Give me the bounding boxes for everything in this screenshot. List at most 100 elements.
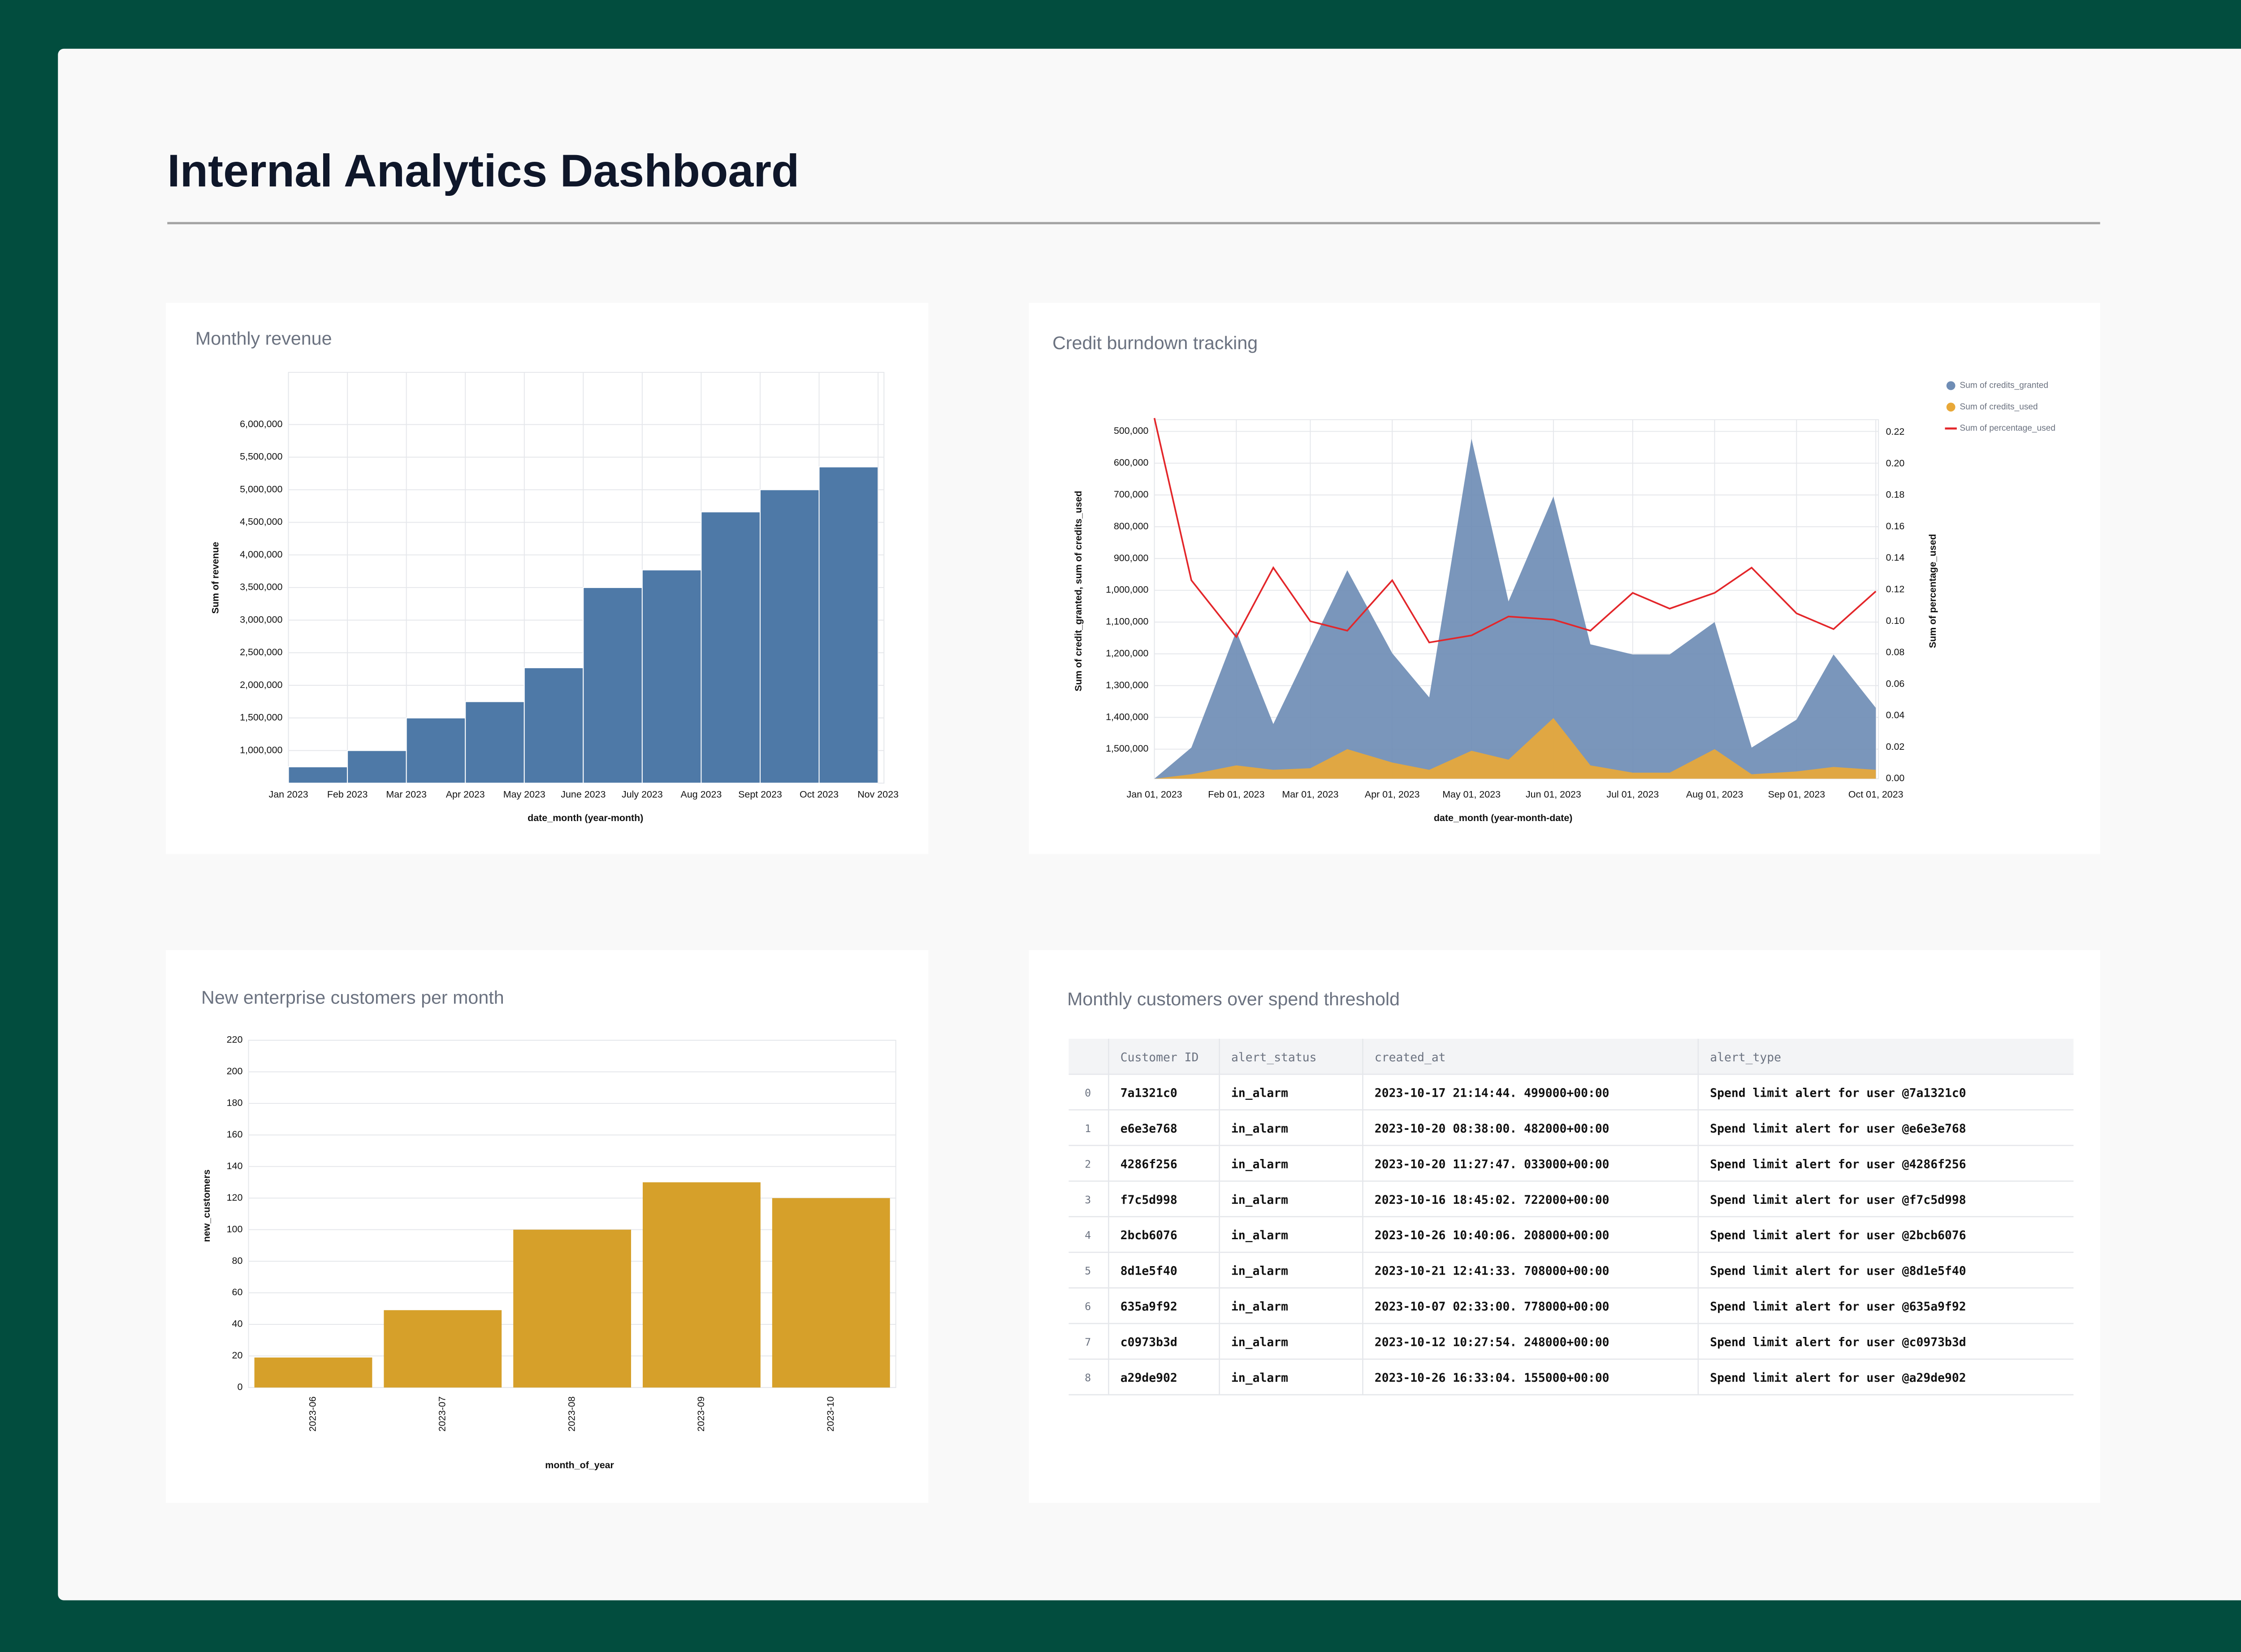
x-tick-label: Feb 2023 (327, 789, 368, 800)
legend-label: Sum of percentage_used (1960, 424, 2055, 433)
y2-tick-label: 0.14 (1886, 552, 1905, 563)
table-title: Monthly customers over spend threshold (1067, 989, 1400, 1009)
column-header: alert_status (1231, 1051, 1316, 1064)
area (1154, 438, 1876, 779)
bar (465, 701, 525, 784)
table-cell: e6e3e768 (1120, 1122, 1177, 1136)
x-tick-label: June 2023 (561, 789, 606, 800)
x-tick-label: Aug 2023 (681, 789, 722, 800)
x-tick-label: Jul 01, 2023 (1606, 789, 1659, 800)
table-cell: in_alarm (1231, 1371, 1288, 1385)
x-tick-label: Jan 01, 2023 (1127, 789, 1182, 800)
y-tick-label: 180 (227, 1098, 243, 1108)
x-tick-label: Jun 01, 2023 (1526, 789, 1581, 800)
y2-tick-label: 0.22 (1886, 426, 1905, 437)
y2-tick-label: 0.04 (1886, 710, 1905, 721)
y-tick-label: 1,000,000 (240, 744, 282, 755)
y2-tick-label: 0.06 (1886, 678, 1905, 689)
row-index: 1 (1085, 1123, 1091, 1135)
x-tick-label: Oct 01, 2023 (1848, 789, 1904, 800)
bar (701, 511, 761, 784)
x-axis-title: month_of_year (545, 1460, 614, 1470)
column-header: created_at (1375, 1051, 1446, 1064)
row-index: 6 (1085, 1301, 1091, 1313)
table-cell: 8d1e5f40 (1120, 1265, 1177, 1278)
table-cell: 2023-10-26 10:40:06. 208000+00:00 (1375, 1229, 1609, 1242)
y-tick-label: 140 (227, 1160, 243, 1171)
area (1154, 718, 1876, 779)
y-tick-label: 500,000 (1114, 425, 1149, 436)
row-index: 4 (1085, 1230, 1091, 1241)
card (1029, 950, 2100, 1503)
legend-swatch (1946, 402, 1955, 412)
y-tick-label: 0 (237, 1382, 242, 1393)
y-tick-label: 160 (227, 1129, 243, 1140)
table-cell: 4286f256 (1120, 1158, 1177, 1171)
y2-tick-label: 0.08 (1886, 647, 1905, 657)
chart-title: New enterprise customers per month (201, 987, 504, 1008)
bar (288, 766, 348, 784)
y-tick-label: 1,300,000 (1106, 679, 1148, 690)
y-tick-label: 900,000 (1114, 553, 1149, 563)
column-header: alert_type (1710, 1051, 1781, 1064)
table-cell: 2bcb6076 (1120, 1229, 1177, 1242)
y-tick-label: 3,500,000 (240, 582, 282, 592)
page-title: Internal Analytics Dashboard (167, 145, 799, 196)
y2-axis-title: Sum of percentage_used (1927, 534, 1938, 648)
x-tick-label: Jan 2023 (269, 789, 308, 800)
table-cell: 2023-10-07 02:33:00. 778000+00:00 (1375, 1300, 1609, 1314)
row-index: 8 (1085, 1372, 1091, 1384)
bar (347, 750, 407, 784)
x-tick-label: 2023-09 (696, 1397, 706, 1432)
y-axis-title: Sum of credit_granted, sum of credits_us… (1073, 491, 1084, 692)
chart-title: Credit burndown tracking (1052, 333, 1258, 353)
x-axis-title: date_month (year-month-date) (1434, 813, 1572, 823)
table-cell: Spend limit alert for user @635a9f92 (1710, 1300, 1966, 1314)
table-cell: Spend limit alert for user @e6e3e768 (1710, 1122, 1966, 1136)
y-tick-label: 600,000 (1114, 457, 1149, 468)
x-tick-label: 2023-07 (437, 1397, 447, 1432)
y-tick-label: 4,500,000 (240, 516, 282, 527)
y-tick-label: 80 (232, 1255, 243, 1266)
y-tick-label: 40 (232, 1319, 243, 1329)
table-header-bg (1069, 1038, 2074, 1074)
x-tick-label: Sept 2023 (738, 789, 782, 800)
table-cell: Spend limit alert for user @2bcb6076 (1710, 1229, 1966, 1242)
x-tick-label: Mar 2023 (386, 789, 427, 800)
x-tick-label: 2023-08 (566, 1397, 577, 1432)
table-cell: in_alarm (1231, 1086, 1288, 1100)
y2-tick-label: 0.12 (1886, 584, 1905, 594)
bar (643, 1182, 761, 1388)
y-tick-label: 5,000,000 (240, 484, 282, 494)
y-tick-label: 3,000,000 (240, 614, 282, 625)
y-axis-title: new_customers (201, 1169, 212, 1242)
y-tick-label: 2,000,000 (240, 679, 282, 690)
table-cell: Spend limit alert for user @a29de902 (1710, 1371, 1966, 1385)
table-cell: 2023-10-12 10:27:54. 248000+00:00 (1375, 1336, 1609, 1349)
x-tick-label: Sep 01, 2023 (1768, 789, 1825, 800)
table-cell: 2023-10-17 21:14:44. 499000+00:00 (1375, 1086, 1609, 1100)
y-tick-label: 120 (227, 1192, 243, 1203)
bar (818, 466, 879, 784)
y-tick-label: 200 (227, 1066, 243, 1077)
column-header: Customer ID (1120, 1051, 1199, 1064)
y-tick-label: 220 (227, 1034, 243, 1045)
table-cell: 7a1321c0 (1120, 1086, 1177, 1100)
x-tick-label: Aug 01, 2023 (1686, 789, 1743, 800)
y-tick-label: 6,000,000 (240, 419, 282, 429)
y-tick-label: 20 (232, 1350, 243, 1361)
bar (384, 1310, 502, 1388)
y-tick-label: 1,100,000 (1106, 616, 1148, 627)
y-tick-label: 700,000 (1114, 489, 1149, 500)
table-cell: 2023-10-20 08:38:00. 482000+00:00 (1375, 1122, 1609, 1136)
legend-label: Sum of credits_granted (1960, 381, 2048, 390)
table-cell: Spend limit alert for user @f7c5d998 (1710, 1194, 1966, 1207)
y-tick-label: 60 (232, 1287, 243, 1297)
y2-tick-label: 0.18 (1886, 489, 1905, 500)
x-tick-label: Mar 01, 2023 (1282, 789, 1338, 800)
table-cell: in_alarm (1231, 1336, 1288, 1349)
x-tick-label: 2023-10 (825, 1397, 836, 1432)
table-cell: 635a9f92 (1120, 1300, 1177, 1314)
table-cell: a29de902 (1120, 1371, 1177, 1385)
